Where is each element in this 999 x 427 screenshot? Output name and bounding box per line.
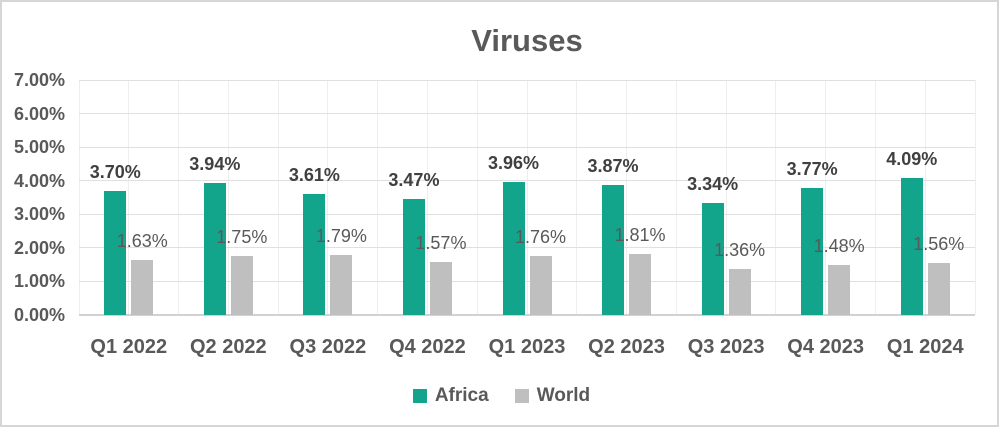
bar-africa: [402, 198, 425, 315]
data-label-world: 1.56%: [913, 233, 965, 254]
y-axis-tick-label: 5.00%: [13, 137, 65, 158]
gridline-vertical: [725, 80, 727, 315]
gridline-vertical: [78, 80, 80, 315]
x-axis-category-label: Q4 2023: [787, 336, 865, 358]
bar-africa: [801, 188, 824, 315]
bar-africa: [900, 177, 923, 315]
x-axis-category-label: Q3 2022: [289, 336, 367, 358]
x-axis-line: [79, 314, 975, 316]
data-label-world: 1.81%: [614, 225, 666, 246]
data-label-world: 1.76%: [514, 226, 567, 247]
data-label-africa: 3.77%: [786, 159, 838, 180]
legend-swatch-africa: [412, 389, 427, 403]
bar-world: [529, 255, 552, 315]
x-axis-category-label: Q1 2024: [886, 336, 964, 358]
data-label-africa: 3.87%: [587, 156, 639, 177]
y-axis-tick-label: 1.00%: [13, 271, 65, 292]
y-axis-tick-label: 2.00%: [13, 237, 65, 258]
bar-africa: [502, 182, 525, 315]
gridline-vertical: [426, 80, 428, 315]
bar-world: [230, 256, 253, 315]
gridline-vertical: [476, 80, 478, 315]
data-label-world: 1.36%: [714, 240, 766, 261]
x-axis-category-label: Q1 2023: [488, 336, 566, 358]
gridline-horizontal: [79, 280, 975, 282]
x-axis-category-label: Q2 2023: [588, 336, 665, 358]
gridline-vertical: [626, 80, 628, 315]
gridline-vertical: [924, 80, 926, 315]
x-axis-category-label: Q1 2022: [90, 336, 168, 358]
gridline-vertical: [277, 80, 279, 315]
data-label-africa: 3.34%: [687, 173, 739, 194]
gridline-vertical: [377, 80, 379, 315]
legend-item-world: World: [514, 385, 591, 407]
gridline-vertical: [227, 80, 229, 315]
data-label-world: 1.79%: [315, 225, 367, 246]
gridline-horizontal: [79, 180, 975, 182]
gridline-vertical: [128, 80, 130, 315]
legend-swatch-world: [514, 389, 529, 403]
data-label-africa: 3.70%: [89, 161, 141, 182]
data-label-world: 1.48%: [813, 236, 865, 257]
data-label-africa: 4.09%: [886, 148, 938, 169]
legend: Africa World: [2, 383, 999, 409]
y-axis-tick-label: 6.00%: [13, 103, 65, 124]
bar-world: [429, 262, 452, 315]
chart-title: Viruses: [471, 23, 583, 58]
legend-label-africa: Africa: [434, 385, 489, 406]
gridline-vertical: [178, 80, 180, 315]
bar-africa: [701, 202, 724, 315]
x-axis-category-label: Q2 2022: [189, 336, 267, 358]
gridline-vertical: [675, 80, 677, 315]
y-axis-tick-label: 7.00%: [13, 70, 65, 90]
data-label-africa: 3.94%: [189, 153, 241, 174]
bar-world: [629, 254, 652, 315]
bar-world: [927, 262, 950, 315]
gridline-horizontal: [79, 247, 975, 249]
legend-item-africa: Africa: [412, 385, 489, 407]
bar-africa: [203, 182, 226, 315]
gridline-horizontal: [79, 213, 975, 215]
gridline-vertical: [874, 80, 876, 315]
x-axis-category-label: Q4 2022: [389, 336, 466, 358]
data-label-africa: 3.47%: [388, 169, 440, 190]
bar-africa: [303, 193, 326, 315]
data-label-africa: 3.96%: [487, 153, 540, 174]
bar-world: [828, 265, 851, 315]
data-label-world: 1.63%: [116, 231, 168, 252]
x-axis-category-label: Q3 2023: [687, 336, 765, 358]
data-label-africa: 3.61%: [288, 164, 340, 185]
gridline-vertical: [825, 80, 827, 315]
bar-world: [330, 254, 353, 315]
y-axis-tick-label: 4.00%: [13, 170, 65, 191]
gridline-vertical: [526, 80, 528, 315]
data-label-world: 1.75%: [216, 227, 268, 248]
bar-world: [131, 260, 154, 315]
gridline-horizontal: [79, 113, 975, 115]
gridline-vertical: [775, 80, 777, 315]
bar-africa: [104, 190, 127, 315]
bar-africa: [602, 185, 625, 315]
y-axis-tick-label: 3.00%: [13, 204, 65, 225]
gridline-horizontal: [79, 146, 975, 148]
gridline-vertical: [327, 80, 329, 315]
gridline-vertical: [576, 80, 578, 315]
y-axis-tick-label: 0.00%: [13, 305, 65, 325]
data-label-world: 1.57%: [415, 233, 467, 254]
legend-label-world: World: [536, 385, 591, 406]
gridline-horizontal: [79, 79, 975, 81]
gridline-vertical: [974, 80, 976, 315]
bar-world: [728, 269, 751, 315]
